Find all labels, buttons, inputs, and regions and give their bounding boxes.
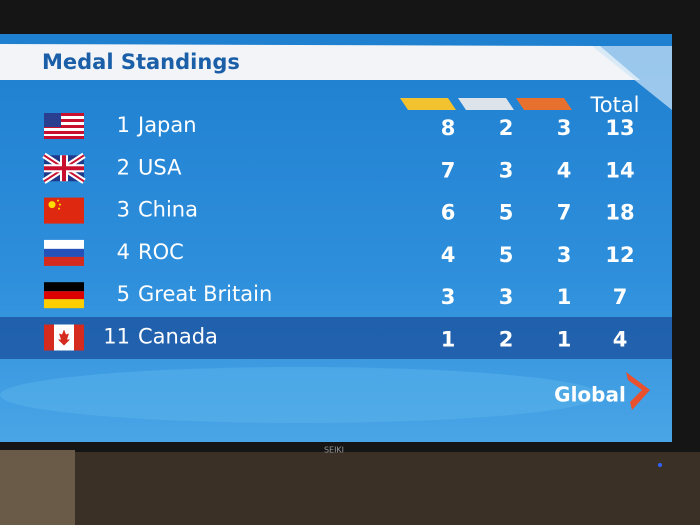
total-count: 12: [605, 243, 634, 267]
bronze-count: 3: [557, 243, 572, 267]
rank: 5: [117, 282, 130, 306]
rank: 2: [117, 155, 130, 179]
tv-brand: SEIKI: [324, 446, 344, 455]
total-count: 14: [605, 158, 634, 182]
silver-count: 5: [499, 243, 514, 267]
rank: 11: [103, 325, 130, 349]
total-count: 7: [613, 285, 628, 309]
logo: Global: [554, 383, 626, 407]
silver-count: 2: [499, 116, 514, 140]
furniture: [0, 450, 75, 525]
gold-count: 8: [441, 116, 456, 140]
total-count: 4: [613, 328, 628, 352]
flag: [44, 239, 84, 266]
country: Canada: [138, 325, 218, 349]
title: Medal Standings: [42, 50, 240, 74]
country: Japan: [136, 113, 197, 137]
rank: 3: [117, 198, 130, 222]
country: China: [138, 198, 198, 222]
gold-count: 1: [441, 328, 456, 352]
rank: 1: [117, 113, 130, 137]
rank: 4: [117, 240, 130, 264]
highlight-row: [0, 317, 672, 359]
flag: [44, 282, 84, 309]
flag: [44, 155, 84, 181]
total-count: 13: [605, 116, 634, 140]
bronze-count: 3: [557, 116, 572, 140]
logo-arrow: [626, 372, 650, 410]
gold-swatch: [400, 98, 456, 110]
room-background: [0, 452, 700, 525]
total-header: Total: [589, 93, 639, 117]
silver-count: 3: [499, 158, 514, 182]
flag: [44, 197, 84, 224]
title-bar: [0, 44, 640, 80]
gold-count: 4: [441, 243, 456, 267]
silver-swatch: [458, 98, 514, 110]
silver-count: 5: [499, 201, 514, 225]
country: USA: [138, 155, 182, 179]
country: ROC: [138, 240, 184, 264]
country: Great Britain: [138, 282, 272, 306]
gold-count: 6: [441, 201, 456, 225]
bronze-count: 4: [557, 158, 572, 182]
silver-count: 3: [499, 285, 514, 309]
silver-count: 2: [499, 328, 514, 352]
bronze-swatch: [516, 98, 572, 110]
flag: [44, 324, 84, 351]
bronze-count: 7: [557, 201, 572, 225]
total-count: 18: [605, 201, 634, 225]
bronze-count: 1: [557, 328, 572, 352]
bronze-count: 1: [557, 285, 572, 309]
floor-glow: [0, 367, 600, 423]
flag: [44, 113, 84, 139]
gold-count: 7: [441, 158, 456, 182]
table: 1 Japan 8 2 3 132 USA 7 3 4 143 China 6 5 7 184 ROC 4 5 3 12…: [44, 113, 635, 352]
power-led: [658, 463, 662, 467]
gold-count: 3: [441, 285, 456, 309]
title-accent: [592, 46, 672, 110]
